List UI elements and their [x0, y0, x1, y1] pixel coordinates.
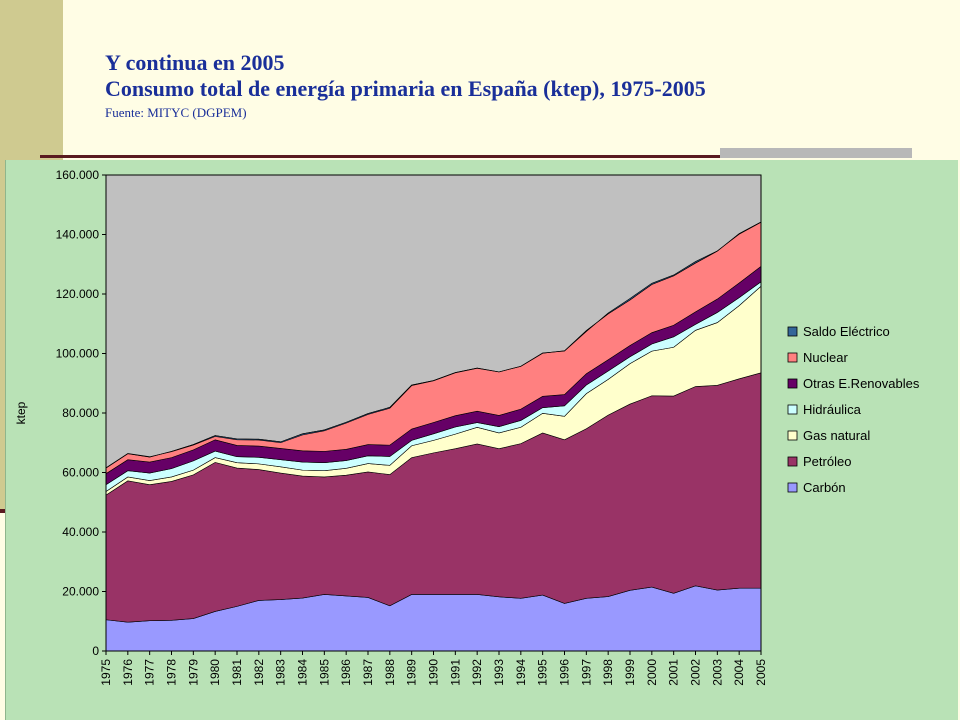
x-tick-label: 1989 [405, 659, 419, 686]
legend-label: Petróleo [803, 454, 851, 469]
stacked-area-chart: 0 20.000 40.000 60.000 80.000 100.000 120.000 1… [14, 168, 920, 686]
x-tick-label: 2002 [689, 659, 703, 686]
x-tick-label: 1982 [252, 659, 266, 686]
legend-label: Nuclear [803, 350, 848, 365]
y-tick-label: 80.000 [62, 406, 99, 420]
legend-swatch [787, 326, 798, 337]
x-tick-label: 1999 [623, 659, 637, 686]
x-tick-label: 1983 [274, 659, 288, 686]
y-axis-label: ktep [14, 401, 28, 424]
y-tick-label: 0 [92, 644, 99, 658]
legend-label: Otras E.Renovables [803, 376, 920, 391]
x-tick-label: 1979 [186, 659, 200, 686]
x-tick-label: 1981 [230, 659, 244, 686]
x-tick-label: 2003 [710, 659, 724, 686]
x-tick-label: 1994 [514, 659, 528, 686]
x-tick-label: 2004 [732, 659, 746, 686]
x-tick-label: 1984 [296, 659, 310, 686]
y-tick-label: 40.000 [62, 525, 99, 539]
decorative-grey-bar [720, 148, 912, 158]
y-tick-label: 60.000 [62, 466, 99, 480]
legend-swatch [787, 430, 798, 441]
x-tick-label: 1985 [317, 659, 331, 686]
x-tick-label: 1976 [121, 659, 135, 686]
x-tick-label: 1987 [361, 659, 375, 686]
x-tick-label: 2005 [754, 659, 768, 686]
x-tick-label: 1990 [427, 659, 441, 686]
x-tick-label: 1993 [492, 659, 506, 686]
y-tick-label: 120.000 [56, 287, 100, 301]
x-tick-label: 1998 [601, 659, 615, 686]
x-tick-label: 2000 [645, 659, 659, 686]
legend-swatch [787, 378, 798, 389]
chart-panel: 0 20.000 40.000 60.000 80.000 100.000 120.000 1… [5, 160, 958, 720]
x-tick-label: 1988 [383, 659, 397, 686]
legend-swatch [787, 404, 798, 415]
legend-label: Hidráulica [803, 402, 862, 417]
slide-subtitle: Consumo total de energía primaria en Esp… [105, 76, 706, 101]
legend-label: Gas natural [803, 428, 870, 443]
y-tick-label: 140.000 [56, 228, 100, 242]
legend-swatch [787, 482, 798, 493]
y-tick-label: 100.000 [56, 347, 100, 361]
x-tick-label: 1991 [448, 659, 462, 686]
x-tick-label: 1997 [579, 659, 593, 686]
x-tick-label: 1986 [339, 659, 353, 686]
x-tick-label: 1975 [99, 659, 113, 686]
legend-swatch [787, 352, 798, 363]
title-block: Y continua en 2005 Consumo total de ener… [105, 50, 925, 122]
x-tick-label: 1995 [536, 659, 550, 686]
legend-swatch [787, 456, 798, 467]
x-tick-label: 1978 [165, 659, 179, 686]
source-note: Fuente: MITYC (DGPEM) [105, 105, 247, 120]
slide-title: Y continua en 2005 [105, 50, 285, 75]
y-tick-label: 20.000 [62, 585, 99, 599]
legend-label: Carbón [803, 480, 846, 495]
x-tick-label: 1977 [143, 659, 157, 686]
title-divider [40, 155, 910, 158]
x-tick-label: 1996 [558, 659, 572, 686]
x-tick-label: 1992 [470, 659, 484, 686]
x-tick-label: 2001 [667, 659, 681, 686]
legend-label: Saldo Eléctrico [803, 324, 890, 339]
x-tick-label: 1980 [208, 659, 222, 686]
y-tick-label: 160.000 [56, 168, 100, 182]
